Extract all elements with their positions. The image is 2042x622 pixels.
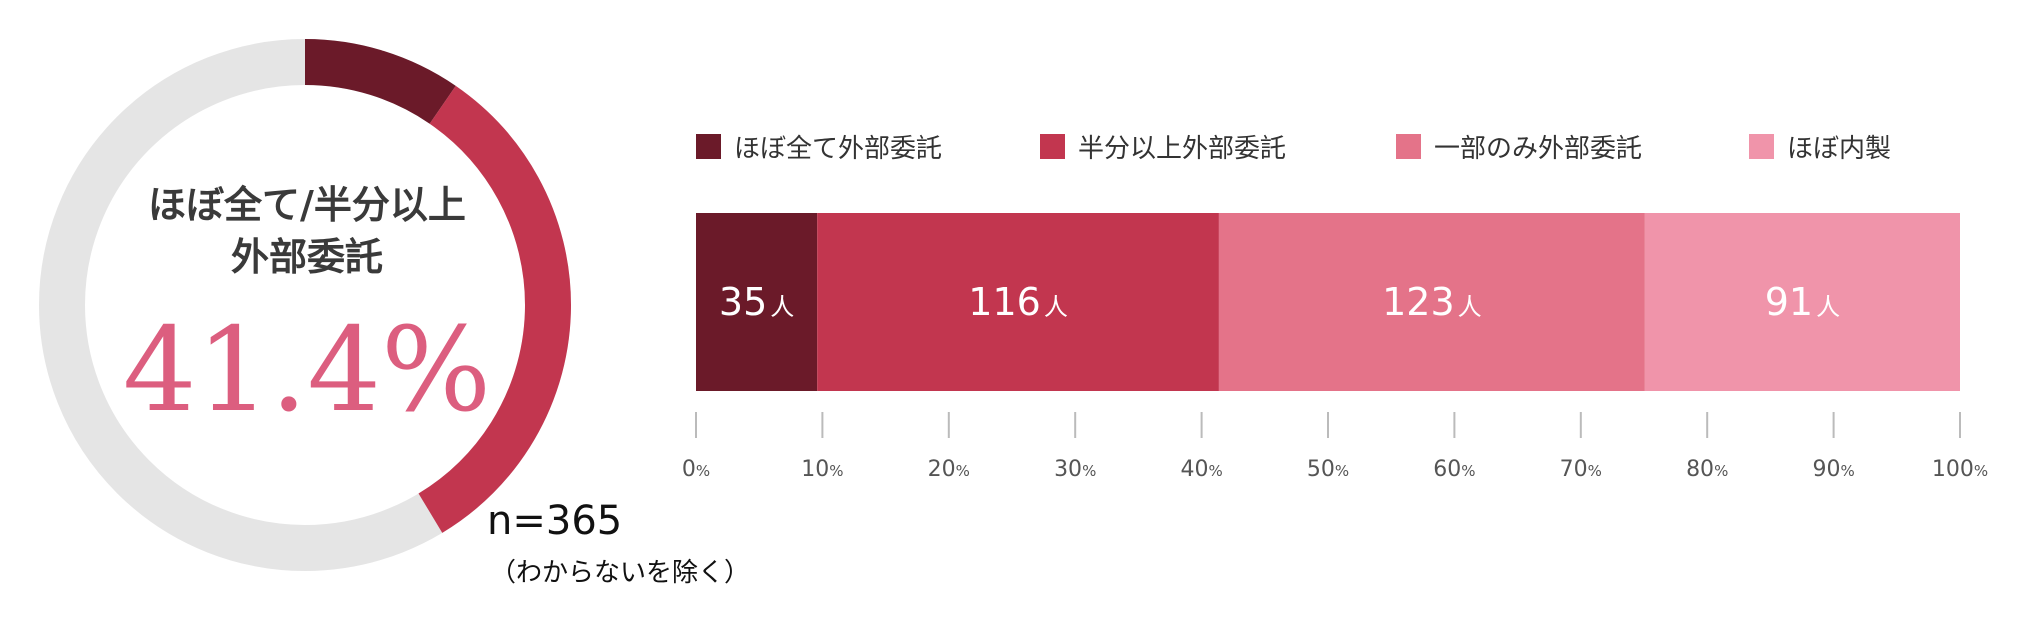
donut-segment-half-or-more: [418, 85, 571, 533]
legend-label-in-house: ほぼ内製: [1787, 133, 1892, 164]
bar-label-in-house: 91 人: [1765, 280, 1840, 324]
x-tick-label-50: 50%: [1307, 457, 1349, 482]
x-tick-label-0: 0%: [682, 457, 710, 482]
x-tick-label-10: 10%: [801, 457, 843, 482]
bar-segment-partial: [1218, 213, 1645, 391]
bar-label-half-or-more: 116 人: [968, 280, 1068, 324]
legend-swatch-almost-all: [696, 133, 721, 159]
x-tick-label-90: 90%: [1812, 457, 1854, 482]
donut-title-line1: ほぼ全て/半分以上: [148, 183, 466, 227]
donut-chart: [39, 39, 571, 571]
donut-percent: 41.4%: [122, 303, 492, 438]
legend-label-half-or-more: 半分以上外部委託: [1078, 133, 1287, 164]
legend-label-almost-all: ほぼ全て外部委託: [734, 133, 943, 164]
x-tick-label-70: 70%: [1560, 457, 1602, 482]
sample-size: n=365: [487, 498, 623, 544]
legend-item-partial: 一部のみ外部委託: [1396, 128, 1642, 164]
x-tick-label-40: 40%: [1180, 457, 1222, 482]
x-tick-label-80: 80%: [1686, 457, 1728, 482]
bar-segment-in-house: [1644, 213, 1960, 391]
donut-segment-almost-all: [304, 39, 456, 124]
sample-note: （わからないを除く）: [490, 558, 751, 588]
legend-item-in-house: ほぼ内製: [1749, 128, 1891, 164]
legend-item-almost-all: ほぼ全て外部委託: [696, 128, 942, 164]
legend-item-half-or-more: 半分以上外部委託: [1040, 128, 1286, 164]
x-tick-label-20: 20%: [928, 457, 970, 482]
x-tick-label-60: 60%: [1433, 457, 1475, 482]
bar-label-almost-all: 35 人: [719, 280, 794, 324]
donut-title-line2: 外部委託: [230, 235, 383, 279]
bar-segment-half-or-more: [817, 213, 1219, 391]
x-tick-label-30: 30%: [1054, 457, 1096, 482]
bar-segment-almost-all: [696, 213, 818, 391]
legend-swatch-in-house: [1749, 133, 1774, 159]
x-tick-label-100: 100%: [1932, 457, 1988, 482]
bar-label-partial: 123 人: [1382, 280, 1482, 324]
legend-label-partial: 一部のみ外部委託: [1434, 133, 1643, 164]
legend-swatch-half-or-more: [1040, 133, 1065, 159]
legend-swatch-partial: [1396, 133, 1421, 159]
